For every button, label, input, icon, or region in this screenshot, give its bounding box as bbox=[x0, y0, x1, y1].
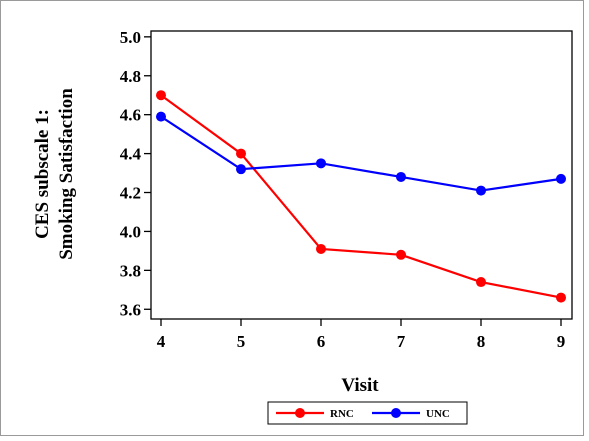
x-axis-ticks: 4 5 6 7 8 9 bbox=[157, 319, 566, 351]
data-point-unc bbox=[156, 111, 166, 122]
x-tick-label: 9 bbox=[557, 332, 566, 351]
x-tick-label: 5 bbox=[237, 332, 246, 351]
legend-label-rnc: RNC bbox=[330, 408, 354, 420]
legend: RNC UNC bbox=[267, 401, 468, 425]
legend-label-unc: UNC bbox=[426, 408, 450, 420]
x-axis-label: Visit bbox=[341, 375, 379, 396]
y-tick-label: 4.2 bbox=[120, 184, 141, 203]
y-tick-label: 5.0 bbox=[120, 28, 141, 47]
data-point-unc bbox=[556, 173, 566, 184]
series-line-unc bbox=[160, 115, 562, 192]
data-point-unc bbox=[236, 164, 246, 175]
legend-marker-unc bbox=[391, 408, 401, 418]
data-point-rnc bbox=[476, 277, 486, 288]
data-point-unc bbox=[476, 185, 486, 196]
x-tick-label: 8 bbox=[477, 332, 486, 351]
data-point-rnc bbox=[396, 249, 406, 260]
y-axis-label-line-2: Smoking Satisfaction bbox=[56, 88, 77, 260]
data-point-unc bbox=[396, 171, 406, 182]
series-line-rnc bbox=[160, 94, 562, 299]
x-tick-label: 4 bbox=[157, 332, 166, 351]
x-tick-label: 6 bbox=[317, 332, 326, 351]
y-tick-label: 3.8 bbox=[120, 261, 141, 280]
plot-area bbox=[150, 30, 573, 320]
y-axis-ticks: 3.6 3.8 4.0 4.2 4.4 4.6 4.8 5.0 bbox=[120, 28, 151, 319]
y-tick-label: 4.6 bbox=[120, 106, 141, 125]
legend-box bbox=[267, 401, 468, 425]
axes bbox=[150, 30, 573, 320]
data-point-rnc bbox=[236, 148, 246, 159]
data-point-unc bbox=[316, 158, 326, 169]
y-tick-label: 4.0 bbox=[120, 222, 141, 241]
series-group bbox=[156, 90, 566, 303]
data-point-rnc bbox=[316, 243, 326, 254]
y-axis-label-line-1: CES subscale 1: bbox=[32, 109, 53, 239]
data-point-rnc bbox=[556, 292, 566, 303]
y-tick-label: 3.6 bbox=[120, 300, 141, 319]
x-tick-label: 7 bbox=[397, 332, 406, 351]
data-point-rnc bbox=[156, 90, 166, 101]
y-tick-label: 4.8 bbox=[120, 67, 141, 86]
legend-marker-rnc bbox=[295, 408, 305, 418]
y-tick-label: 4.4 bbox=[120, 145, 142, 164]
